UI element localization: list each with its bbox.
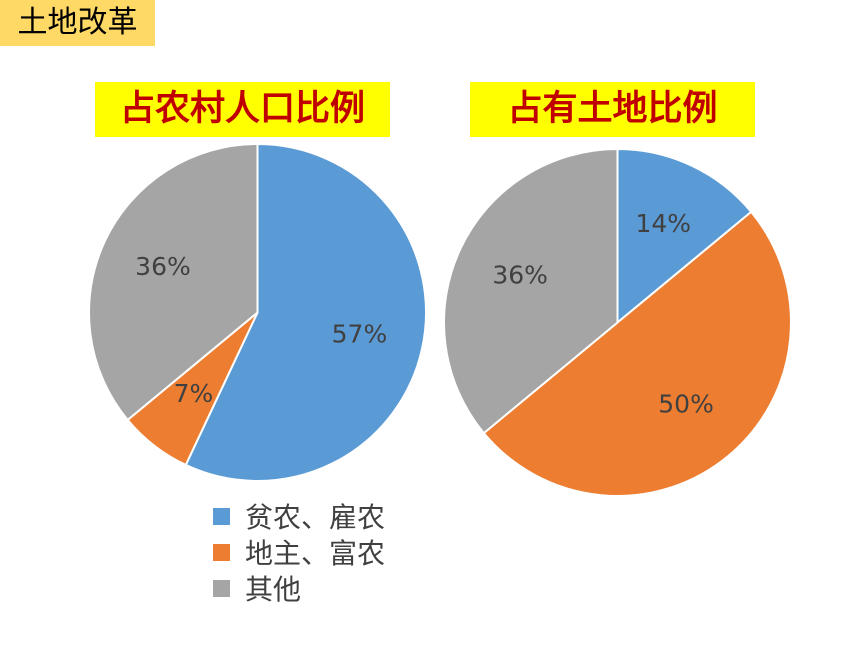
slice-percent-label: 57% (332, 319, 388, 348)
legend-label: 贫农、雇农 (245, 501, 386, 534)
legend-swatch-gray (213, 579, 230, 597)
legend: 贫农、雇农 地主、富农 其他 (213, 498, 385, 606)
slice-landlords (482, 210, 792, 497)
legend-swatch-orange (213, 543, 230, 561)
slice-poor-farmers (616, 147, 753, 325)
right-chart-title: 占有土地比例 (470, 82, 755, 137)
slice-others (443, 147, 619, 435)
legend-label: 地主、富农 (245, 537, 386, 570)
legend-item-landlords: 地主、富农 (213, 534, 385, 570)
slice-percent-label: 50% (658, 389, 714, 418)
slice-percent-label: 36% (135, 252, 191, 281)
legend-item-poor-farmers: 贫农、雇农 (213, 498, 385, 534)
page-tag: 土地改革 (0, 0, 155, 46)
legend-swatch-blue (213, 507, 230, 525)
slice-percent-label: 7% (174, 379, 214, 408)
legend-item-others: 其他 (213, 570, 385, 606)
slice-poor-farmers (184, 142, 427, 482)
land-pie-chart: 14% 50% 36% (443, 147, 792, 497)
left-chart-title: 占农村人口比例 (95, 82, 390, 137)
slice-percent-label: 14% (636, 209, 692, 238)
slice-percent-label: 36% (492, 261, 548, 290)
legend-label: 其他 (245, 573, 302, 606)
slice-others (88, 142, 259, 422)
population-pie-chart: 57% 7% 36% (88, 142, 427, 482)
